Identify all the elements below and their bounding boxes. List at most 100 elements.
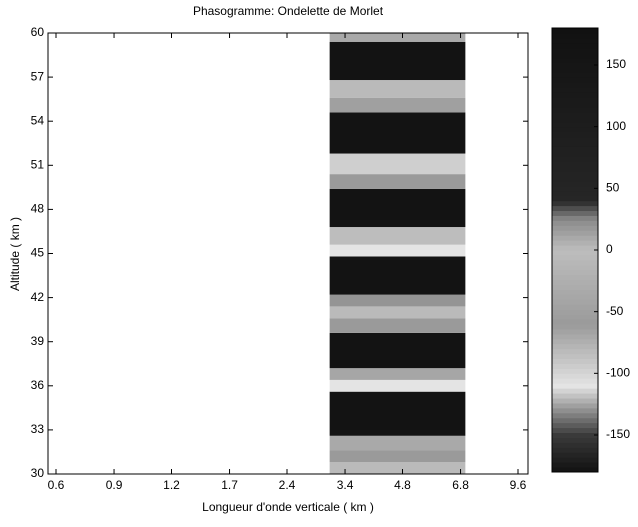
colorbar-segment [552,161,598,167]
colorbar-segment [552,254,598,261]
colorbar-segment [552,274,598,281]
y-tick-label: 54 [31,113,45,127]
heatmap-cell [329,112,466,154]
colorbar-segment [552,42,598,49]
colorbar-tick-label: -50 [606,304,624,318]
x-tick-label: 0.6 [48,478,65,492]
colorbar-segment [552,422,598,429]
colorbar-segment [552,62,598,68]
colorbar-segment [552,126,598,133]
colorbar-segment [552,131,598,138]
colorbar-segment [552,343,598,350]
colorbar-segment [552,28,598,34]
colorbar-segment [552,121,598,128]
heatmap-cell [329,227,466,245]
colorbar-segment [552,52,598,59]
colorbar-segment [552,442,598,448]
colorbar-segment [552,427,598,434]
colorbar-segment [552,166,598,172]
colorbar-segment [552,195,598,202]
colorbar-segment [552,240,598,246]
colorbar-segment [552,82,598,88]
x-tick-label: 3.4 [337,478,354,492]
colorbar-segment [552,220,598,226]
x-tick-label: 0.9 [106,478,123,492]
colorbar-segment [552,200,598,207]
colorbar-segment [552,215,598,221]
colorbar-segment [552,151,598,157]
x-tick-label: 1.2 [163,478,180,492]
colorbar-segment [552,388,598,394]
colorbar-segment [552,225,598,231]
colorbar-segment [552,180,598,187]
colorbar-segment [552,393,598,399]
heatmap-cell [329,41,466,81]
colorbar-segment [552,106,598,113]
colorbar-segment [552,259,598,266]
colorbar-segment [552,269,598,276]
colorbar-segment [552,402,598,409]
heatmap-cell [329,332,466,369]
colorbar-segment [552,348,598,355]
heatmap-cell [329,153,466,175]
heatmap-cell [329,188,466,228]
colorbar-tick-label: 50 [606,181,620,195]
colorbar-segment [552,176,598,182]
colorbar-segment [552,383,598,389]
y-tick-label: 60 [31,25,45,39]
colorbar-segment [552,309,598,315]
colorbar-segment [552,289,598,295]
colorbar-segment [552,353,598,360]
colorbar-segment [552,141,598,147]
colorbar-segment [552,250,598,256]
heatmap-cell [329,368,466,380]
x-tick-label: 1.7 [221,478,238,492]
colorbar-segment [552,72,598,78]
colorbar-segment [552,314,598,320]
colorbar-segment [552,171,598,177]
colorbar-segment [552,205,598,212]
colorbar-segment [552,235,598,241]
heatmap-cell [329,450,466,463]
colorbar-segment [552,333,598,340]
colorbar-segment [552,245,598,251]
colorbar-segment [552,398,598,404]
colorbar-segment [552,299,598,305]
y-tick-label: 36 [31,378,45,392]
y-tick-label: 45 [31,246,45,260]
colorbar-segment [552,304,598,310]
colorbar-segment [552,373,598,379]
heatmap-cell [329,435,466,451]
colorbar-segment [552,87,598,93]
y-tick-label: 39 [31,334,45,348]
colorbar-segment [552,358,598,364]
colorbar-segment [552,363,598,369]
heatmap-cell [329,256,466,295]
colorbar-segment [552,432,598,438]
colorbar-tick-label: 0 [606,242,613,256]
x-axis-label: Longueur d'onde verticale ( km ) [202,500,374,514]
colorbar-segment [552,378,598,384]
colorbar-segment [552,368,598,374]
colorbar-segment [552,92,598,98]
colorbar-segment [552,230,598,236]
colorbar-segment [552,77,598,83]
colorbar-tick-label: -150 [606,427,630,441]
colorbar-segment [552,136,598,142]
colorbar-segment [552,412,598,419]
colorbar-segment [552,156,598,162]
heatmap-cell [329,174,466,189]
colorbar-segment [552,452,598,458]
colorbar-segment [552,67,598,73]
x-tick-label: 4.8 [394,478,411,492]
colorbar-segment [552,32,598,39]
heatmap-cell [329,80,466,98]
colorbar-segment [552,324,598,330]
colorbar-segment [552,116,598,123]
y-tick-label: 33 [31,422,45,436]
colorbar-segment [552,111,598,118]
heatmap-cell [329,244,466,257]
y-tick-label: 42 [31,290,45,304]
heatmap-cell [329,462,466,474]
